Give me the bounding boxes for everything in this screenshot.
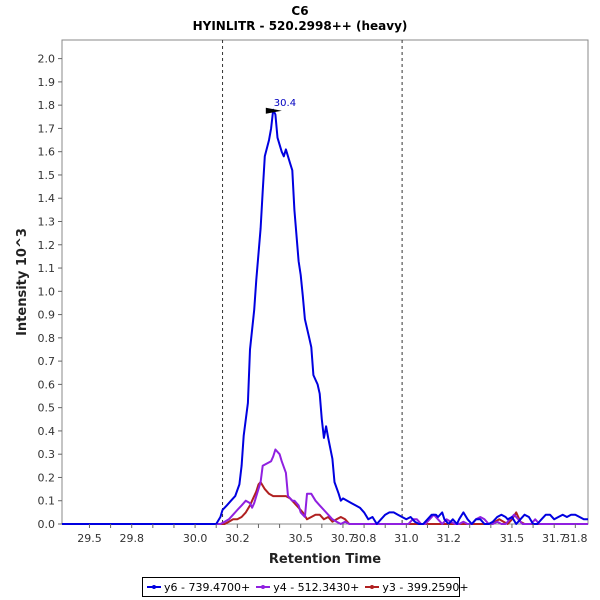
y-tick-label: 0.3 — [38, 448, 56, 461]
x-tick-label: 31.7 — [542, 532, 567, 545]
y-tick-label: 1.1 — [38, 262, 56, 275]
legend-item-y6: y6 - 739.4700+ — [147, 581, 250, 594]
legend: y6 - 739.4700+ y4 - 512.3430+ y3 - 399.2… — [142, 577, 469, 597]
y-tick-label: 1.6 — [38, 146, 56, 159]
y-tick-label: 0.0 — [38, 518, 56, 531]
peak-boundaries — [222, 40, 403, 524]
x-tick-label: 29.5 — [77, 532, 102, 545]
y-tick-label: 1.9 — [38, 76, 56, 89]
legend-swatch-y4 — [256, 585, 271, 589]
chart-title: C6 — [291, 4, 308, 18]
series-line — [62, 108, 588, 525]
x-tick-label: 30.0 — [183, 532, 208, 545]
x-tick-label: 29.8 — [119, 532, 144, 545]
y-tick-label: 1.5 — [38, 169, 56, 182]
legend-label-y4: y4 - 512.3430+ — [273, 580, 360, 594]
legend-label-y3: y3 - 399.2590+ — [382, 580, 469, 594]
y-tick-label: 0.7 — [38, 355, 56, 368]
legend-item-y4: y4 - 512.3430+ — [256, 581, 359, 594]
plot-area — [61, 39, 589, 525]
peak-rt-label: 30.4 — [274, 98, 296, 109]
y-tick-label: 0.6 — [38, 378, 56, 391]
legend-label-y6: y6 - 739.4700+ — [164, 580, 251, 594]
x-tick-label: 31.5 — [500, 532, 525, 545]
series-line — [62, 448, 588, 525]
x-tick-label: 31.8 — [563, 532, 588, 545]
x-tick-label: 30.2 — [225, 532, 250, 545]
y-tick-label: 0.5 — [38, 402, 56, 415]
x-tick-label: 30.8 — [352, 532, 377, 545]
x-tick-label: 30.7 — [331, 532, 356, 545]
y-tick-label: 1.8 — [38, 99, 56, 112]
peak-annotation: 30.4 — [265, 98, 296, 114]
x-tick-label: 30.5 — [288, 532, 313, 545]
legend-swatch-y6 — [147, 585, 161, 589]
x-tick-label: 31.2 — [436, 532, 461, 545]
y-axis-label: Intensity 10^3 — [15, 228, 30, 336]
y-tick-label: 0.1 — [38, 495, 56, 508]
series-lines — [62, 108, 588, 525]
y-tick-label: 0.9 — [38, 309, 56, 322]
legend-item-y3: y3 - 399.2590+ — [365, 580, 469, 594]
y-tick-label: 1.0 — [38, 285, 56, 298]
chart-subtitle: HYINLITR - 520.2998++ (heavy) — [193, 19, 408, 33]
y-tick-label: 1.2 — [38, 239, 56, 252]
y-tick-label: 0.4 — [38, 425, 56, 438]
y-tick-label: 0.8 — [38, 332, 56, 345]
y-tick-label: 1.3 — [38, 216, 56, 229]
peak-arrow-icon — [265, 107, 282, 114]
y-tick-label: 1.7 — [38, 122, 56, 135]
y-tick-label: 2.0 — [38, 53, 56, 66]
y-axis-ticks: 0.0 0.1 0.2 0.3 0.4 0.5 0.6 0.7 0.8 0.9 1.0 1.1 1.2 1… — [38, 53, 62, 531]
x-axis-ticks: 29.5 29.8 30.0 30.2 30.5 30.730.8 31.0 31.2 31.5… — [77, 524, 588, 545]
y-tick-label: 0.2 — [38, 471, 56, 484]
x-axis-label: Retention Time — [269, 552, 381, 567]
x-tick-label: 31.0 — [394, 532, 419, 545]
legend-swatch-y3 — [365, 585, 380, 589]
y-tick-label: 1.4 — [38, 192, 56, 205]
